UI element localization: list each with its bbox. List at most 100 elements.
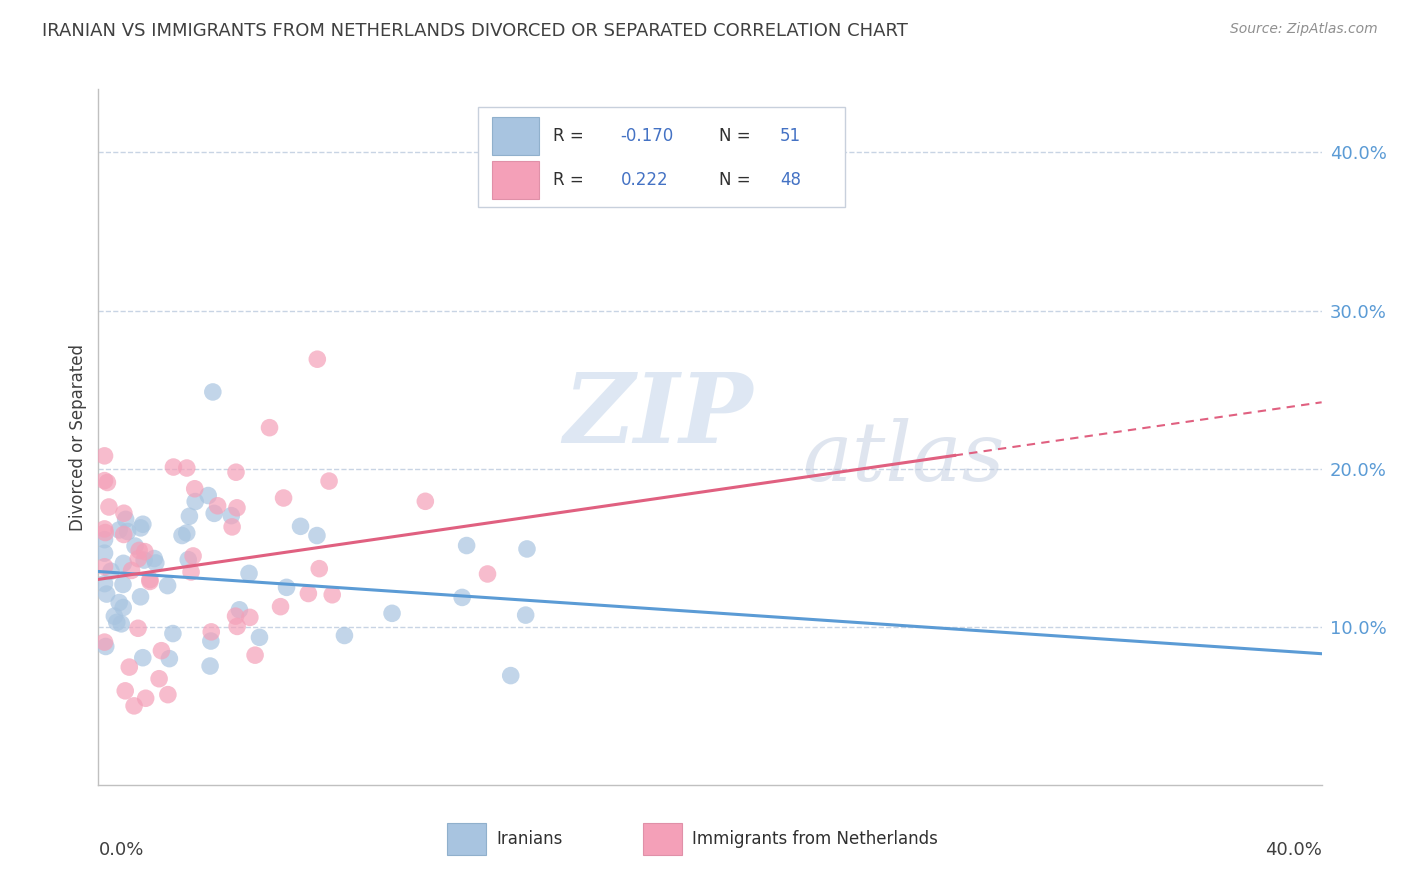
Point: [273, 491, 295, 505]
Text: Source: ZipAtlas.com: Source: ZipAtlas.com: [1230, 22, 1378, 37]
Point: [114, 512, 136, 526]
Text: atlas: atlas: [801, 418, 1004, 498]
Point: [121, 563, 143, 577]
Text: ZIP: ZIP: [564, 369, 752, 463]
Point: [162, 460, 184, 475]
Point: [139, 573, 162, 587]
Point: [516, 541, 538, 556]
Point: [150, 643, 173, 657]
Point: [228, 603, 250, 617]
Point: [93, 576, 115, 591]
Point: [93, 635, 115, 649]
Point: [183, 482, 205, 496]
Point: [118, 660, 141, 674]
Point: [305, 528, 328, 542]
Point: [111, 577, 134, 591]
Point: [249, 630, 271, 644]
Point: [108, 596, 131, 610]
Point: [451, 591, 474, 605]
Point: [112, 557, 135, 571]
Point: [135, 691, 157, 706]
Point: [201, 384, 224, 399]
Point: [96, 587, 118, 601]
Point: [108, 523, 131, 537]
Text: Iranians: Iranians: [496, 830, 562, 848]
Point: [139, 574, 162, 589]
Point: [112, 527, 135, 541]
Point: [97, 500, 120, 514]
Point: [207, 499, 229, 513]
Point: [184, 494, 207, 508]
Point: [176, 525, 198, 540]
Point: [127, 621, 149, 635]
Point: [134, 544, 156, 558]
Point: [239, 610, 262, 624]
Point: [515, 608, 537, 623]
Point: [333, 628, 356, 642]
Point: [96, 475, 118, 490]
Point: [200, 624, 222, 639]
Point: [200, 634, 222, 648]
Point: [128, 543, 150, 558]
Point: [225, 465, 247, 479]
Point: [129, 521, 152, 535]
Point: [93, 546, 115, 560]
Point: [112, 506, 135, 520]
Text: 0.0%: 0.0%: [98, 840, 143, 859]
Point: [94, 640, 117, 654]
Point: [143, 551, 166, 566]
Text: 48: 48: [780, 171, 801, 189]
Point: [297, 586, 319, 600]
Point: [270, 599, 292, 614]
Point: [181, 549, 204, 563]
Point: [129, 590, 152, 604]
Point: [308, 562, 330, 576]
Point: [221, 520, 243, 534]
Point: [156, 688, 179, 702]
Point: [477, 566, 499, 581]
Point: [226, 619, 249, 633]
Text: 0.222: 0.222: [620, 171, 668, 189]
Point: [259, 420, 281, 434]
Point: [103, 609, 125, 624]
Point: [202, 507, 225, 521]
Point: [100, 564, 122, 578]
Point: [148, 672, 170, 686]
Text: 51: 51: [780, 128, 801, 145]
Point: [157, 651, 180, 665]
Point: [93, 522, 115, 536]
Point: [276, 580, 298, 594]
Point: [499, 668, 522, 682]
FancyBboxPatch shape: [478, 106, 845, 208]
Point: [243, 648, 266, 662]
Text: 40.0%: 40.0%: [1265, 840, 1322, 859]
Point: [117, 524, 139, 539]
Point: [225, 609, 247, 624]
Y-axis label: Divorced or Separated: Divorced or Separated: [69, 343, 87, 531]
Point: [170, 528, 193, 542]
FancyBboxPatch shape: [643, 823, 682, 855]
Point: [221, 508, 243, 523]
Point: [318, 474, 340, 488]
Text: -0.170: -0.170: [620, 128, 673, 145]
Text: IRANIAN VS IMMIGRANTS FROM NETHERLANDS DIVORCED OR SEPARATED CORRELATION CHART: IRANIAN VS IMMIGRANTS FROM NETHERLANDS D…: [42, 22, 908, 40]
Point: [93, 474, 115, 488]
Point: [93, 559, 115, 574]
Point: [180, 565, 202, 579]
Point: [122, 698, 145, 713]
Point: [176, 461, 198, 475]
Point: [127, 551, 149, 566]
FancyBboxPatch shape: [447, 823, 486, 855]
Point: [124, 539, 146, 553]
Point: [112, 600, 135, 615]
Text: Immigrants from Netherlands: Immigrants from Netherlands: [692, 830, 938, 848]
Point: [307, 352, 329, 367]
Point: [93, 449, 115, 463]
Point: [415, 494, 437, 508]
Point: [290, 519, 312, 533]
Text: N =: N =: [718, 171, 755, 189]
Text: R =: R =: [554, 171, 589, 189]
Point: [114, 683, 136, 698]
Point: [238, 566, 260, 581]
Point: [132, 517, 155, 532]
